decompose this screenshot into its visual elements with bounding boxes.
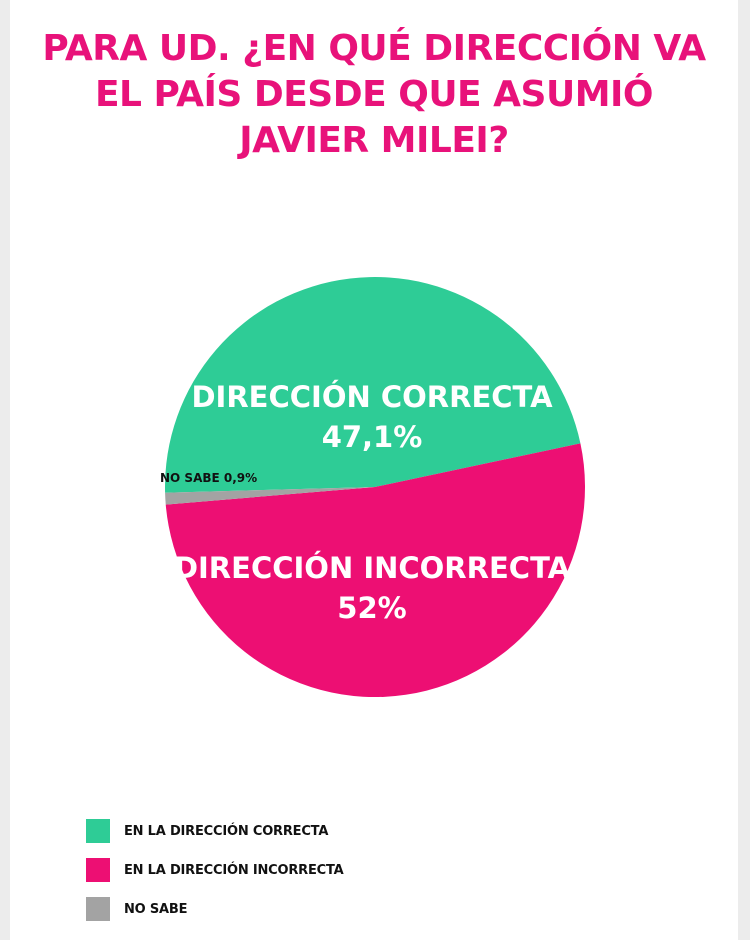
chart-page: PARA UD. ¿EN QUÉ DIRECCIÓN VA EL PAÍS DE… bbox=[10, 0, 738, 940]
title-line-2: EL PAÍS DESDE QUE ASUMIÓ bbox=[94, 74, 654, 115]
legend-item-no-sabe: NO SABE bbox=[86, 896, 344, 922]
label-correcta-name: DIRECCIÓN CORRECTA bbox=[191, 380, 553, 414]
label-incorrecta-name: DIRECCIÓN INCORRECTA bbox=[174, 551, 571, 585]
slice-no-sabe bbox=[165, 487, 375, 505]
legend-swatch-correcta bbox=[86, 819, 110, 843]
chart-title: PARA UD. ¿EN QUÉ DIRECCIÓN VA EL PAÍS DE… bbox=[10, 26, 738, 164]
legend-item-incorrecta: EN LA DIRECCIÓN INCORRECTA bbox=[86, 857, 344, 883]
label-no-sabe: NO SABE 0,9% bbox=[160, 471, 257, 485]
label-incorrecta-value: 52% bbox=[337, 591, 406, 625]
slice-incorrecta bbox=[165, 443, 586, 698]
legend-item-correcta: EN LA DIRECCIÓN CORRECTA bbox=[86, 818, 344, 844]
pie-chart: DIRECCIÓN CORRECTA 47,1% DIRECCIÓN INCOR… bbox=[160, 277, 586, 698]
legend-label-correcta: EN LA DIRECCIÓN CORRECTA bbox=[124, 823, 329, 839]
legend-label-no-sabe: NO SABE bbox=[124, 901, 188, 917]
legend-swatch-incorrecta bbox=[86, 858, 110, 882]
title-line-3: JAVIER MILEI? bbox=[239, 120, 509, 161]
label-correcta-value: 47,1% bbox=[322, 420, 423, 454]
title-line-1: PARA UD. ¿EN QUÉ DIRECCIÓN VA bbox=[42, 28, 706, 69]
slice-correcta bbox=[165, 277, 581, 493]
legend: EN LA DIRECCIÓN CORRECTA EN LA DIRECCIÓN… bbox=[86, 818, 344, 935]
legend-label-incorrecta: EN LA DIRECCIÓN INCORRECTA bbox=[124, 862, 344, 878]
legend-swatch-no-sabe bbox=[86, 897, 110, 921]
